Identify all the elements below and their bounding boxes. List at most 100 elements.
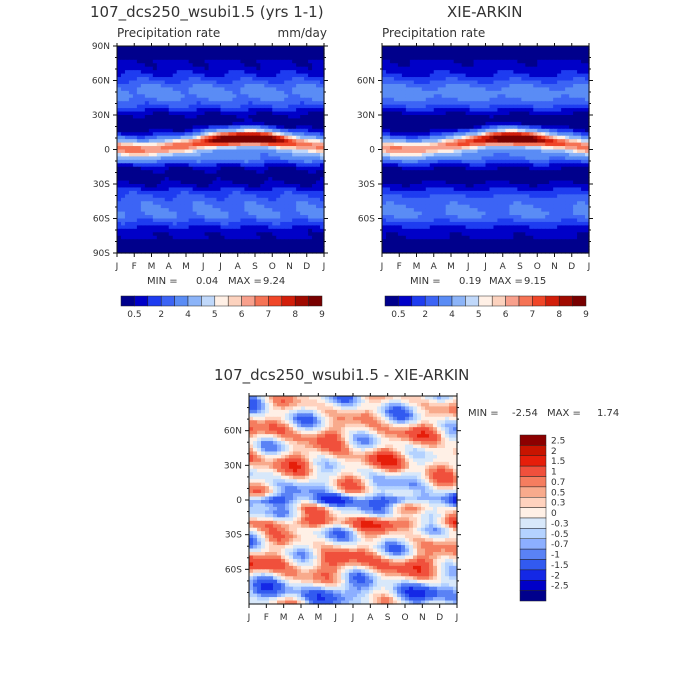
field-cell <box>200 177 206 182</box>
field-cell <box>244 135 249 140</box>
field-cell <box>117 77 122 82</box>
field-cell <box>397 156 403 161</box>
field-cell <box>308 115 313 120</box>
field-cell <box>188 108 194 113</box>
field-cell <box>517 66 522 71</box>
x-tick-label: J <box>115 262 119 272</box>
field-cell <box>312 194 317 199</box>
field-cell <box>493 125 499 130</box>
field-cell <box>389 66 395 71</box>
field-cell <box>117 156 122 161</box>
field-cell <box>212 125 218 130</box>
field-cell <box>260 111 265 116</box>
field-cell <box>208 163 214 168</box>
field-cell <box>184 56 190 61</box>
field-cell <box>204 208 210 213</box>
field-cell <box>385 94 391 99</box>
field-cell <box>212 173 218 178</box>
field-cell <box>573 70 578 75</box>
field-cell <box>240 104 245 109</box>
field-cell <box>312 83 317 88</box>
field-cell <box>132 170 138 175</box>
field-cell <box>437 83 443 88</box>
field-cell <box>397 73 403 78</box>
field-cell <box>224 56 230 61</box>
field-cell <box>252 166 257 171</box>
field-cell <box>220 152 226 157</box>
field-cell <box>136 52 142 57</box>
field-cell <box>252 159 257 164</box>
field-cell <box>577 128 582 133</box>
field-cell <box>212 159 218 164</box>
field-cell <box>300 146 305 151</box>
field-cell <box>409 139 415 144</box>
field-cell <box>573 142 578 147</box>
field-cell <box>212 184 218 189</box>
field-cell <box>208 97 214 102</box>
field-cell <box>429 66 435 71</box>
field-cell <box>316 139 321 144</box>
field-cell <box>565 104 570 109</box>
field-cell <box>208 77 214 82</box>
field-cell <box>288 246 293 251</box>
field-cell <box>220 118 226 123</box>
field-cell <box>565 63 570 68</box>
field-cell <box>168 97 174 102</box>
field-cell <box>268 49 273 54</box>
field-cell <box>244 235 249 240</box>
field-cell <box>296 187 301 192</box>
field-cell <box>188 80 194 85</box>
field-cell <box>268 83 273 88</box>
field-cell <box>449 52 455 57</box>
field-cell <box>216 142 222 147</box>
field-cell <box>433 77 439 82</box>
field-cell <box>244 49 249 54</box>
field-cell <box>577 125 582 130</box>
field-cell <box>284 215 289 220</box>
field-cell <box>168 201 174 206</box>
field-cell <box>216 152 222 157</box>
field-cell <box>429 101 435 106</box>
field-cell <box>521 80 526 85</box>
field-cell <box>581 59 586 64</box>
field-cell <box>513 97 518 102</box>
field-cell <box>509 159 514 164</box>
field-cell <box>140 211 146 216</box>
field-cell <box>220 46 226 51</box>
field-cell <box>382 63 387 68</box>
field-cell <box>120 70 126 75</box>
field-cell <box>220 77 226 82</box>
field-cell <box>413 115 419 120</box>
field-cell <box>128 221 134 226</box>
field-cell <box>156 142 162 147</box>
field-cell <box>248 235 253 240</box>
field-cell <box>485 108 491 113</box>
field-cell <box>192 46 198 51</box>
field-cell <box>120 97 126 102</box>
field-cell <box>389 73 395 78</box>
field-cell <box>224 83 230 88</box>
field-cell <box>529 142 534 147</box>
field-cell <box>136 166 142 171</box>
field-cell <box>393 142 399 147</box>
field-cell <box>312 225 317 230</box>
field-cell <box>449 97 455 102</box>
field-cell <box>465 159 471 164</box>
field-cell <box>393 108 399 113</box>
field-cell <box>429 125 435 130</box>
field-cell <box>505 149 510 154</box>
field-cell <box>397 52 403 57</box>
field-cell <box>120 197 126 202</box>
field-cell <box>549 156 554 161</box>
field-cell <box>224 170 230 175</box>
field-cell <box>385 115 391 120</box>
field-cell <box>382 125 387 130</box>
field-cell <box>268 118 273 123</box>
field-cell <box>144 70 150 75</box>
field-cell <box>497 80 503 85</box>
field-cell <box>413 156 419 161</box>
field-cell <box>252 235 257 240</box>
field-cell <box>276 218 281 223</box>
field-cell <box>308 83 313 88</box>
field-cell <box>184 94 190 99</box>
